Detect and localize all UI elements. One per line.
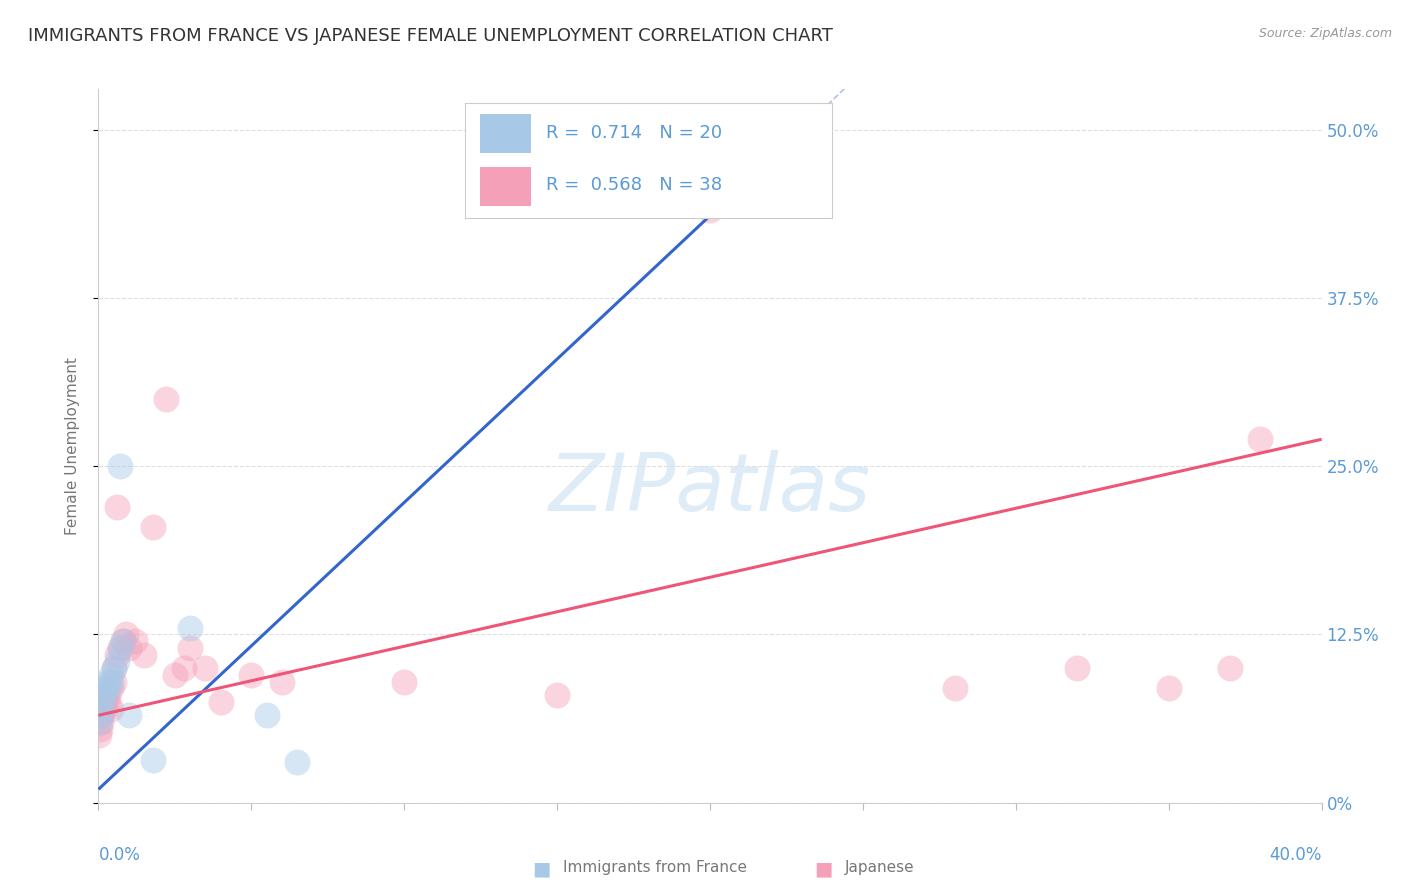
Point <box>103 661 125 675</box>
Text: Source: ZipAtlas.com: Source: ZipAtlas.com <box>1258 27 1392 40</box>
Point <box>179 640 201 655</box>
Point <box>118 708 141 723</box>
Point <box>111 634 134 648</box>
Point <box>93 695 115 709</box>
Point <box>100 681 122 696</box>
Point <box>97 681 120 696</box>
Text: ZIPatlas: ZIPatlas <box>548 450 872 528</box>
Text: Japanese: Japanese <box>845 860 914 875</box>
Point <box>97 674 120 689</box>
Point <box>111 634 134 648</box>
Point <box>100 701 122 715</box>
Point <box>163 668 186 682</box>
Point <box>91 701 114 715</box>
Point <box>93 688 115 702</box>
Point <box>392 674 416 689</box>
Point <box>1066 661 1088 675</box>
Point <box>1249 432 1271 446</box>
Point <box>97 695 120 709</box>
Point <box>93 681 115 696</box>
Point <box>103 661 125 675</box>
Point <box>103 674 125 689</box>
Point <box>105 648 128 662</box>
Point <box>240 668 263 682</box>
Point <box>105 655 128 669</box>
Point <box>173 661 195 675</box>
Point <box>90 708 112 723</box>
Text: 40.0%: 40.0% <box>1270 846 1322 863</box>
Point <box>91 695 114 709</box>
Point <box>194 661 217 675</box>
Point <box>1219 661 1241 675</box>
Point <box>97 688 120 702</box>
Point <box>89 714 111 729</box>
Point <box>209 695 232 709</box>
Point <box>89 722 111 736</box>
Point <box>115 627 138 641</box>
Point <box>90 714 112 729</box>
Text: ■: ■ <box>814 860 832 879</box>
Point <box>93 701 115 715</box>
Point <box>90 708 112 723</box>
Point <box>90 701 112 715</box>
Point <box>285 756 308 770</box>
Point <box>124 634 146 648</box>
Point <box>155 392 177 406</box>
Point <box>108 640 131 655</box>
Y-axis label: Female Unemployment: Female Unemployment <box>65 357 80 535</box>
Point <box>100 668 122 682</box>
Point <box>699 203 721 218</box>
Point <box>256 708 278 723</box>
Point <box>108 459 131 474</box>
Point <box>1157 681 1180 696</box>
Text: 0.0%: 0.0% <box>98 846 141 863</box>
Point <box>89 729 111 743</box>
Point <box>100 674 122 689</box>
Point <box>142 520 165 534</box>
Point <box>108 640 131 655</box>
Point <box>105 500 128 514</box>
Text: IMMIGRANTS FROM FRANCE VS JAPANESE FEMALE UNEMPLOYMENT CORRELATION CHART: IMMIGRANTS FROM FRANCE VS JAPANESE FEMAL… <box>28 27 832 45</box>
Point <box>134 648 156 662</box>
Point <box>118 640 141 655</box>
Point <box>546 688 568 702</box>
Point <box>179 621 201 635</box>
Text: ■: ■ <box>533 860 551 879</box>
Point <box>943 681 966 696</box>
Point <box>142 753 165 767</box>
Text: Immigrants from France: Immigrants from France <box>564 860 747 875</box>
Point <box>270 674 292 689</box>
